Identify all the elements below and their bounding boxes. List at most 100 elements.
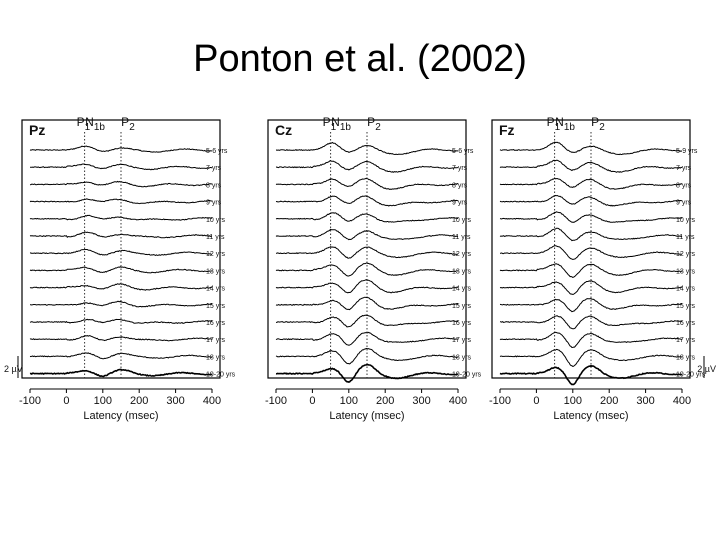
waveform-pz-row-13 — [29, 352, 213, 360]
component-label-p2: P2 — [367, 115, 381, 133]
age-label: 14 yrs — [452, 286, 472, 293]
age-label: 19-20 yrs — [206, 372, 236, 379]
age-label: 17 yrs — [206, 337, 226, 344]
waveform-pz-row-14 — [29, 368, 212, 378]
component-label-n1b: N1b — [555, 115, 575, 133]
age-label: 16 yrs — [206, 320, 226, 327]
x-tick-label: 0 — [309, 395, 315, 407]
x-axis-label: Latency (msec) — [553, 410, 628, 422]
waveform-pz-row-11 — [29, 318, 213, 325]
x-tick-label: 200 — [376, 395, 394, 407]
waveform-cz-row-5 — [275, 212, 459, 223]
age-label: 9 yrs — [206, 200, 222, 207]
age-label: 15 yrs — [452, 303, 472, 310]
age-label: 11 yrs — [452, 234, 471, 241]
component-label-p2: P2 — [121, 115, 135, 133]
component-label-n1b: N1b — [331, 115, 351, 133]
waveform-pz-row-4 — [29, 198, 212, 205]
age-label: 10 yrs — [206, 217, 226, 224]
age-label: 18 yrs — [452, 354, 472, 361]
waveform-pz-row-1 — [29, 145, 212, 153]
age-label: 7 yrs — [676, 165, 692, 172]
age-label: 5-9 yrs — [676, 148, 698, 155]
component-label-p2: P2 — [591, 115, 605, 133]
age-label: 16 yrs — [452, 320, 472, 327]
waveform-fz-row-1 — [499, 141, 682, 156]
x-tick-label: 300 — [412, 395, 430, 407]
waveform-cz-row-8 — [275, 262, 458, 277]
waveform-cz-row-9 — [275, 279, 459, 294]
age-label: 16 yrs — [676, 320, 696, 327]
age-label: 9 yrs — [452, 200, 468, 207]
waveform-fz-row-2 — [499, 159, 683, 173]
x-tick-label: 100 — [564, 395, 582, 407]
slide-title: Ponton et al. (2002) — [193, 38, 527, 80]
age-label: 13 yrs — [206, 268, 226, 275]
age-label: 13 yrs — [452, 268, 472, 275]
age-label: 7 yrs — [452, 165, 468, 172]
x-axis-label: Latency (msec) — [83, 410, 158, 422]
waveform-fz-row-4 — [499, 194, 683, 207]
age-label: 11 yrs — [206, 234, 225, 241]
x-tick-label: -100 — [265, 395, 287, 407]
waveform-cz-row-4 — [275, 195, 459, 207]
scale-bar-label: 2 µV — [697, 364, 716, 374]
age-label: 12 yrs — [676, 251, 696, 258]
x-axis-label: Latency (msec) — [329, 410, 404, 422]
age-label: 15 yrs — [206, 303, 226, 310]
component-label-p1: P1 — [77, 115, 91, 133]
x-tick-label: 200 — [600, 395, 618, 407]
age-label: 17 yrs — [452, 337, 472, 344]
waveform-pz-row-2 — [30, 163, 213, 171]
age-label: 18 yrs — [206, 354, 226, 361]
age-label: 8 yrs — [676, 182, 692, 189]
age-label: 5-6 yrs — [206, 148, 228, 155]
waveform-pz-row-8 — [29, 266, 213, 274]
age-label: 9 yrs — [676, 200, 692, 207]
age-label: 12 yrs — [206, 251, 226, 258]
x-tick-label: 400 — [203, 395, 221, 407]
waveform-cz-row-13 — [275, 347, 459, 365]
waveform-fz-row-13 — [499, 348, 683, 367]
waveform-cz-row-1 — [275, 141, 459, 156]
age-label: 14 yrs — [676, 286, 696, 293]
x-tick-label: 400 — [673, 395, 691, 407]
x-tick-label: 300 — [166, 395, 184, 407]
age-label: 14 yrs — [206, 286, 226, 293]
waveform-fz-row-7 — [500, 245, 683, 261]
age-label: 10 yrs — [676, 217, 696, 224]
age-label: 19-20 yrs — [676, 372, 706, 379]
waveform-pz-row-6 — [29, 231, 213, 239]
age-label: 19-20 yrs — [452, 372, 482, 379]
waveform-pz-row-5 — [29, 214, 213, 221]
age-label: 5-6 yrs — [452, 148, 474, 155]
x-tick-label: 0 — [63, 395, 69, 407]
age-label: 12 yrs — [452, 251, 472, 258]
waveform-fz-row-5 — [499, 211, 683, 223]
age-label: 18 yrs — [676, 354, 696, 361]
waveform-pz-row-7 — [29, 249, 213, 256]
component-label-p1: P1 — [323, 115, 337, 133]
scale-bar-label: 2 µV — [4, 364, 23, 374]
age-label: 8 yrs — [452, 182, 468, 189]
x-tick-label: 0 — [533, 395, 539, 407]
waveform-cz-row-10 — [275, 296, 459, 311]
x-tick-label: 100 — [340, 395, 358, 407]
waveform-cz-row-12 — [275, 331, 459, 346]
waveform-fz-row-12 — [499, 331, 683, 349]
waveform-cz-row-6 — [275, 228, 459, 241]
waveform-fz-row-3 — [499, 177, 683, 190]
electrode-label-pz: Pz — [29, 122, 45, 138]
age-label: 11 yrs — [676, 234, 695, 241]
waveform-pz-row-3 — [29, 180, 213, 188]
age-label: 8 yrs — [206, 182, 222, 189]
waveform-cz-row-14 — [275, 363, 459, 383]
x-tick-label: 100 — [94, 395, 112, 407]
x-tick-label: 400 — [449, 395, 467, 407]
age-label: 15 yrs — [676, 303, 696, 310]
component-label-n1b: N1b — [85, 115, 105, 133]
component-label-p1: P1 — [547, 115, 561, 133]
waveform-cz-row-7 — [276, 246, 459, 259]
waveform-pz-row-9 — [29, 283, 213, 291]
